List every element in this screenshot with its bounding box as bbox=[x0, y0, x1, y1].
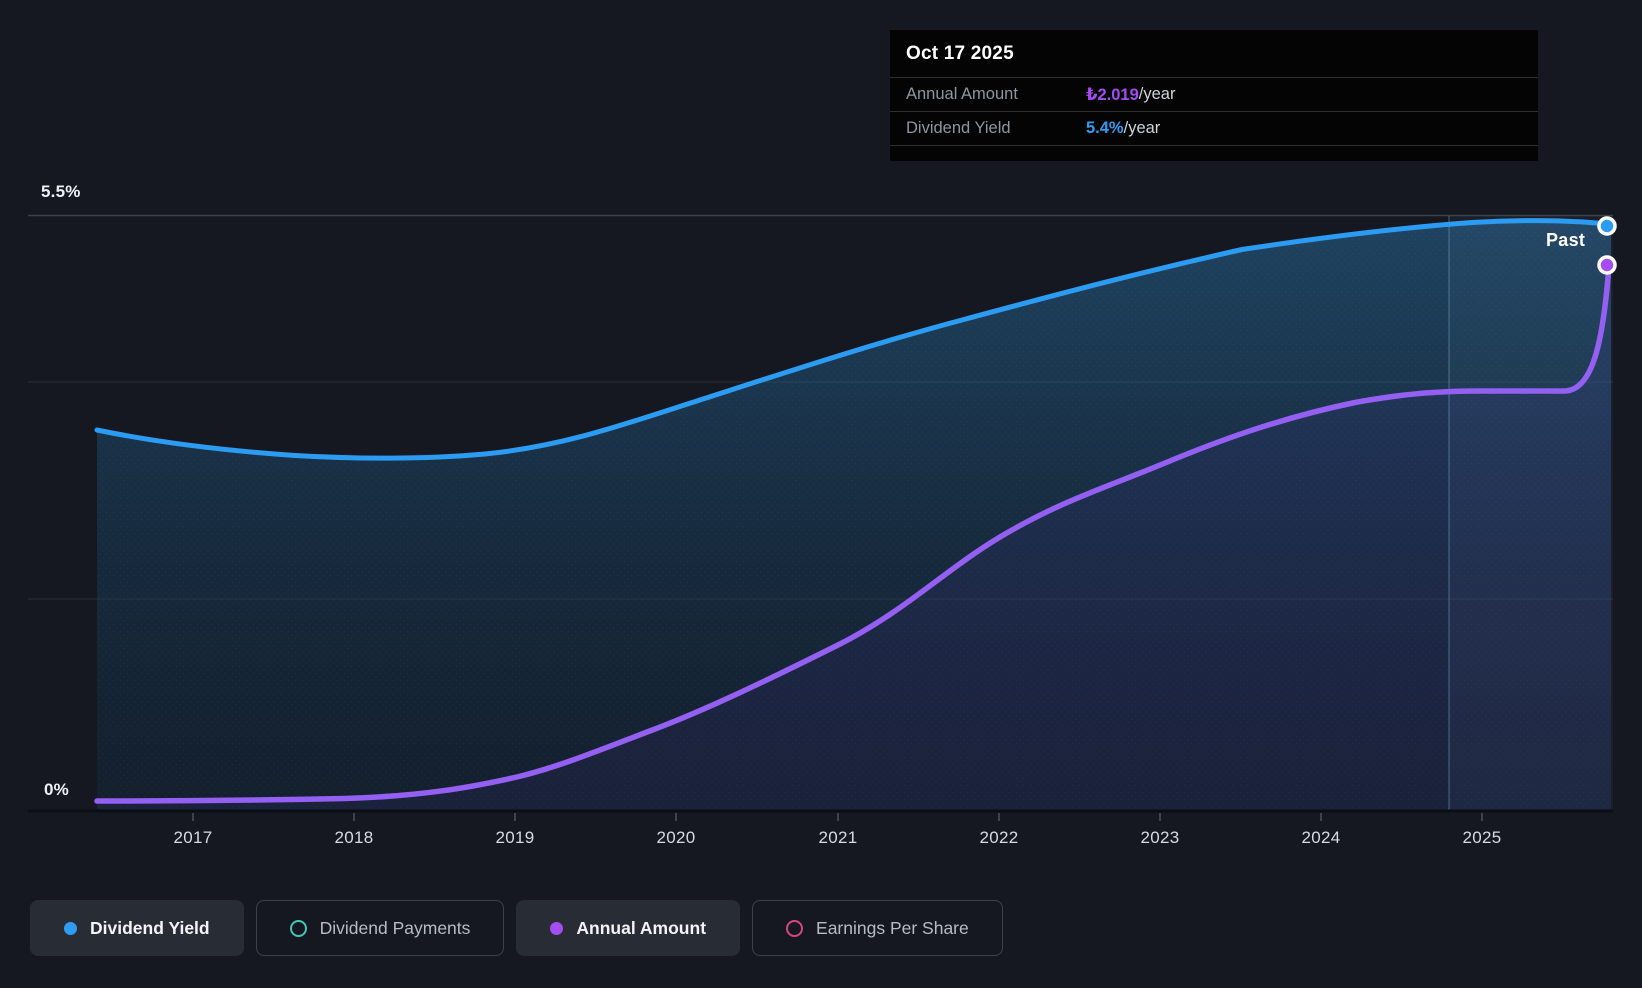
legend-label: Annual Amount bbox=[576, 917, 707, 938]
y-axis-max-label: 5.5% bbox=[41, 182, 81, 201]
tooltip-value-suffix: /year bbox=[1123, 119, 1161, 137]
x-tick-label: 2025 bbox=[1462, 828, 1502, 847]
legend-label: Dividend Payments bbox=[319, 917, 471, 938]
x-tick-label: 2023 bbox=[1140, 828, 1180, 847]
tooltip-row-annual-amount: Annual Amount ₺2.019/year bbox=[890, 77, 1538, 111]
legend-toggle-earnings-per-share[interactable]: Earnings Per Share bbox=[752, 900, 1003, 956]
tooltip-value-suffix: /year bbox=[1138, 85, 1176, 103]
x-axis-ticks bbox=[192, 813, 1483, 821]
legend-toggle-dividend-yield[interactable]: Dividend Yield bbox=[30, 900, 244, 956]
legend-toggle-annual-amount[interactable]: Annual Amount bbox=[516, 900, 741, 956]
legend-label: Earnings Per Share bbox=[816, 917, 969, 938]
past-region-label: Past bbox=[1546, 230, 1586, 250]
x-tick-label: 2022 bbox=[979, 828, 1019, 847]
legend: Dividend Yield Dividend Payments Annual … bbox=[30, 900, 1003, 956]
legend-label: Dividend Yield bbox=[90, 917, 210, 938]
tooltip-label: Annual Amount bbox=[906, 85, 1018, 103]
tooltip-date: Oct 17 2025 bbox=[906, 42, 1014, 64]
tooltip-row-dividend-yield: Dividend Yield 5.4%/year bbox=[890, 111, 1538, 145]
chart-tooltip: Oct 17 2025 Annual Amount ₺2.019/year Di… bbox=[890, 30, 1538, 161]
dividend-yield-endpoint-marker bbox=[1597, 216, 1617, 236]
dividend-yield-area-texture bbox=[97, 220, 1611, 811]
recent-period-band bbox=[1449, 216, 1613, 810]
x-tick-label: 2018 bbox=[334, 828, 374, 847]
annual-amount-series-icon bbox=[550, 921, 564, 935]
dividend-payments-series-icon bbox=[289, 919, 307, 937]
x-tick-label: 2024 bbox=[1301, 828, 1341, 847]
tooltip-value: ₺2.019 bbox=[1086, 85, 1139, 104]
tooltip-label: Dividend Yield bbox=[906, 119, 1011, 137]
annual-amount-area bbox=[97, 265, 1611, 810]
tooltip-value: 5.4% bbox=[1086, 119, 1124, 137]
legend-toggle-dividend-payments[interactable]: Dividend Payments bbox=[255, 900, 505, 956]
x-tick-label: 2020 bbox=[656, 828, 696, 847]
x-tick-label: 2017 bbox=[173, 828, 213, 847]
y-axis-min-label: 0% bbox=[44, 780, 69, 799]
tooltip-footer-pad bbox=[890, 145, 1538, 161]
dividend-yield-line bbox=[94, 218, 1610, 461]
x-tick-label: 2021 bbox=[818, 828, 858, 847]
annual-amount-line bbox=[94, 262, 1612, 804]
dividend-yield-series-icon bbox=[64, 921, 77, 935]
earnings-per-share-series-icon bbox=[786, 919, 804, 937]
x-tick-label: 2019 bbox=[495, 828, 535, 847]
annual-amount-endpoint-marker bbox=[1597, 255, 1617, 275]
